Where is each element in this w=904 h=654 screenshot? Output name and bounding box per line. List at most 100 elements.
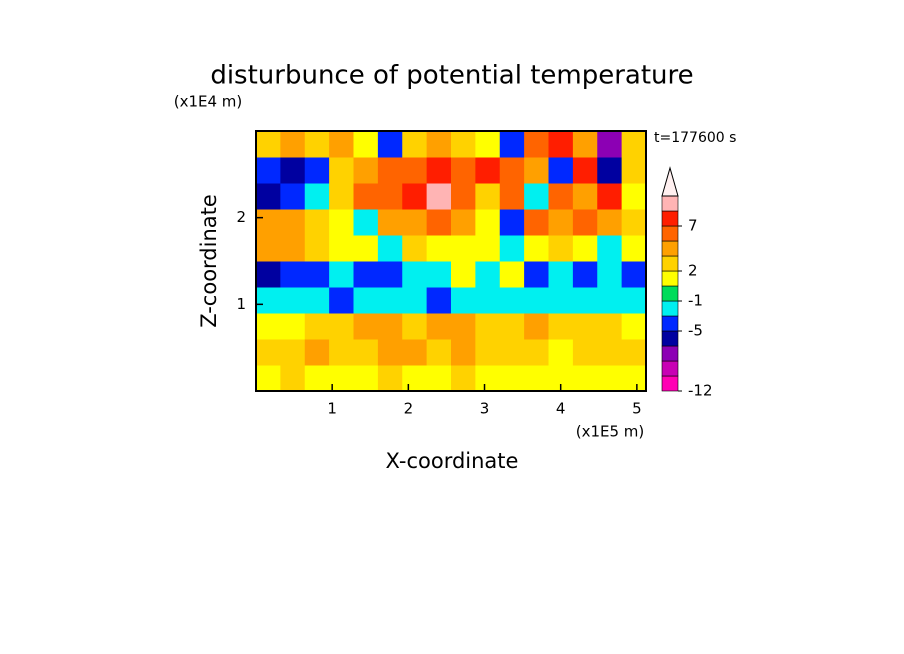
contour-cell (377, 131, 403, 158)
y-tick-label: 2 (236, 208, 246, 226)
contour-cell (451, 261, 476, 288)
contour-cell (304, 313, 330, 340)
contour-cell (597, 261, 623, 288)
contour-cell (402, 261, 428, 288)
contour-cell (475, 261, 501, 288)
contour-cell (524, 339, 549, 366)
contour-cell (621, 209, 647, 236)
contour-cell (475, 183, 501, 210)
contour-cell (377, 287, 403, 314)
contour-cell (402, 287, 428, 314)
contour-cell (402, 157, 428, 184)
contour-cell (451, 365, 476, 392)
contour-cell (524, 157, 549, 184)
contour-cell (597, 365, 623, 392)
colorbar-label: -12 (688, 382, 713, 400)
contour-cell (353, 131, 379, 158)
colorbar-box (661, 375, 679, 392)
contour-cell (499, 365, 525, 392)
contour-cell (548, 235, 574, 262)
contour-cell (377, 157, 403, 184)
time-annotation: t=177600 s (654, 130, 736, 146)
contour-cell (475, 209, 501, 236)
y-axis-label: Z-coordinate (197, 194, 221, 328)
contour-cell (572, 339, 598, 366)
contour-cell (377, 235, 403, 262)
x-tick-label: 4 (556, 400, 566, 418)
contour-cell (329, 235, 354, 262)
contour-cell (329, 339, 354, 366)
contour-cell (572, 287, 598, 314)
contour-cell (499, 131, 525, 158)
contour-cell (329, 261, 354, 288)
contour-cell (621, 313, 647, 340)
contour-cell (499, 261, 525, 288)
contour-cell (304, 235, 330, 262)
colorbar-box (661, 270, 679, 287)
contour-cell (329, 183, 354, 210)
contour-cell (499, 157, 525, 184)
contour-cell (329, 131, 354, 158)
contour-cell (426, 131, 452, 158)
contour-cell (304, 209, 330, 236)
contour-cell (597, 183, 623, 210)
contour-cell (499, 235, 525, 262)
contour-cell (524, 209, 549, 236)
contour-cell (256, 131, 281, 158)
contour-cell (426, 209, 452, 236)
colorbar-label: -1 (688, 292, 703, 310)
contour-cell (548, 183, 574, 210)
contour-cell (548, 157, 574, 184)
contour-cell (499, 339, 525, 366)
contour-cell (304, 131, 330, 158)
contour-cell (426, 313, 452, 340)
contour-cell (353, 157, 379, 184)
contour-cell (377, 365, 403, 392)
contour-cell (451, 183, 476, 210)
contour-cell (524, 261, 549, 288)
contour-cell (451, 235, 476, 262)
contour-cell (402, 365, 428, 392)
colorbar-box (661, 345, 679, 362)
x-tick-label: 5 (632, 400, 642, 418)
colorbar-over (661, 166, 679, 197)
contour-cell (280, 157, 306, 184)
contour-cell (377, 261, 403, 288)
contour-cell (451, 131, 476, 158)
contour-cell (597, 209, 623, 236)
contour-cell (377, 183, 403, 210)
contour-cell (377, 209, 403, 236)
contour-cell (475, 131, 501, 158)
contour-cell (402, 313, 428, 340)
contour-cell (499, 183, 525, 210)
contour-cell (402, 131, 428, 158)
contour-cell (451, 209, 476, 236)
contour-cell (353, 183, 379, 210)
contour-cell (475, 365, 501, 392)
contour-cell (256, 235, 281, 262)
colorbar-box (661, 330, 679, 347)
contour-cell (572, 235, 598, 262)
contour-cell (256, 313, 281, 340)
contour-cell (572, 209, 598, 236)
contour-cell (572, 313, 598, 340)
contour-cell (256, 183, 281, 210)
contour-cell (377, 313, 403, 340)
contour-cell (426, 339, 452, 366)
contour-cell (572, 365, 598, 392)
contour-cell (548, 339, 574, 366)
contour-cell (524, 313, 549, 340)
contour-cell (597, 131, 623, 158)
x-unit: (x1E5 m) (576, 423, 645, 441)
contour-cell (353, 261, 379, 288)
contour-cell (621, 157, 647, 184)
contour-cell (597, 287, 623, 314)
colorbar-box (661, 240, 679, 257)
contour-cell (499, 209, 525, 236)
colorbar-box (661, 195, 679, 212)
contour-cell (621, 183, 647, 210)
contour-cell (280, 339, 306, 366)
contour-cell (280, 209, 306, 236)
contour-cell (426, 287, 452, 314)
